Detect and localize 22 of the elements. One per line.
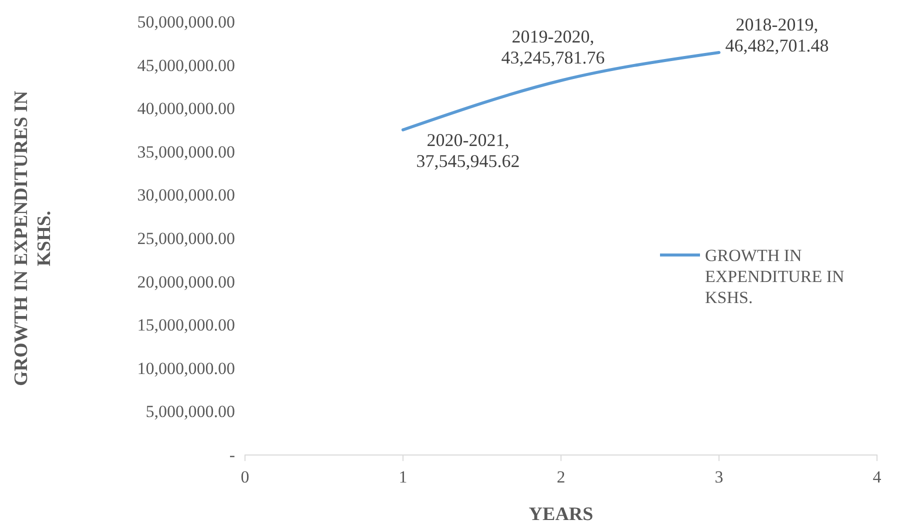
y-axis-title: GROWTH IN EXPENDITURES IN KSHS.	[11, 90, 55, 386]
data-label: 2019-2020, 43,245,781.76	[501, 26, 605, 68]
x-tick-label: 4	[872, 468, 882, 487]
x-tick-label: 0	[240, 468, 250, 487]
y-tick-label: 25,000,000.00	[137, 228, 235, 248]
y-tick-label: 20,000,000.00	[137, 272, 235, 292]
y-tick-label: -	[229, 445, 236, 464]
legend-label: GROWTH IN EXPENDITURE IN KSHS.	[705, 246, 844, 307]
y-tick-label: 10,000,000.00	[137, 358, 235, 378]
data-label: 2018-2019, 46,482,701.48	[725, 14, 829, 56]
x-tick-label: 3	[714, 468, 724, 487]
x-tick-label: 2	[556, 468, 566, 487]
y-tick-label: 5,000,000.00	[146, 402, 235, 422]
y-tick-label: 15,000,000.00	[137, 316, 235, 335]
x-tick-label: 1	[398, 468, 408, 487]
y-tick-label: 35,000,000.00	[137, 142, 235, 162]
y-tick-label: 30,000,000.00	[137, 186, 235, 205]
y-tick-label: 50,000,000.00	[137, 12, 235, 32]
data-label: 2020-2021, 37,545,945.62	[416, 130, 520, 171]
y-tick-label: 45,000,000.00	[137, 56, 235, 75]
y-tick-label: 40,000,000.00	[137, 99, 235, 118]
x-axis-title: YEARS	[528, 504, 594, 525]
